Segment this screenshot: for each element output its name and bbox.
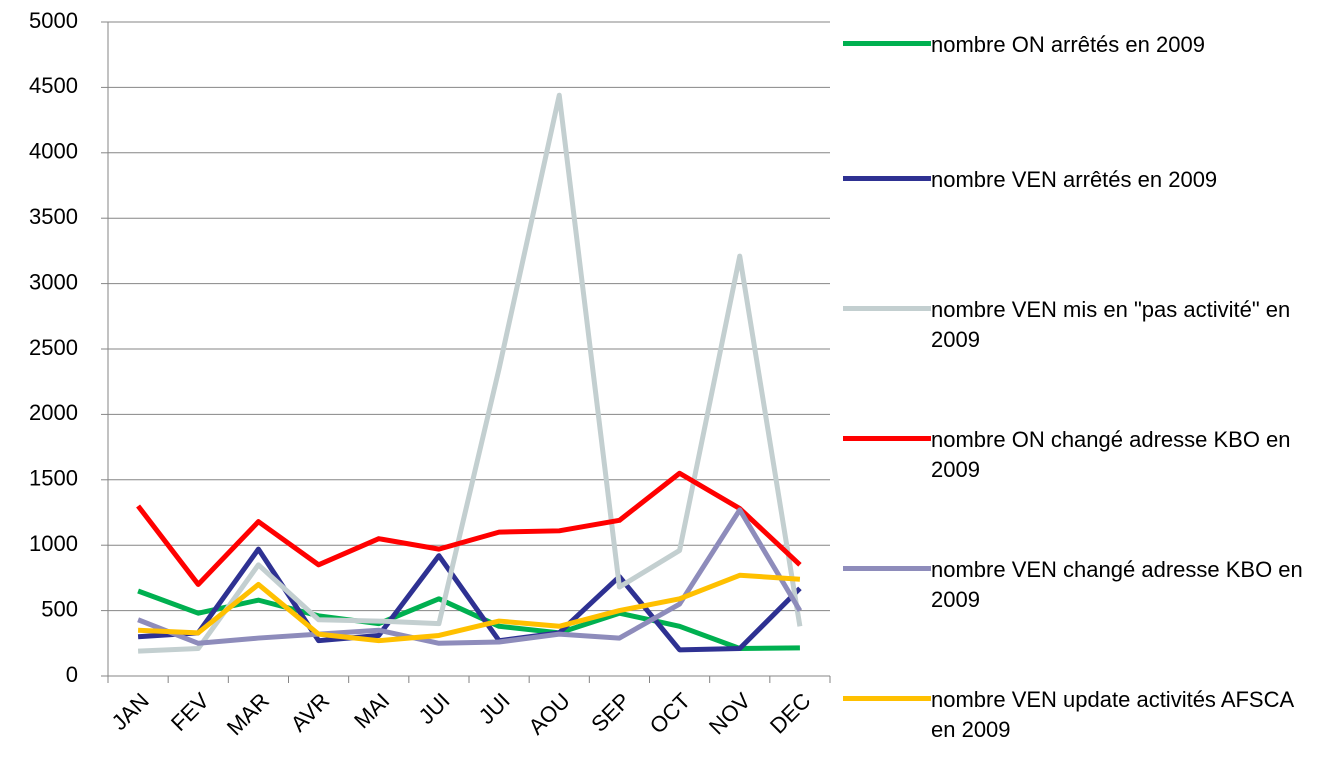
y-tick-label: 4000 (29, 139, 78, 164)
y-tick-label: 3000 (29, 269, 78, 294)
y-tick-label: 1000 (29, 531, 78, 556)
y-tick-label: 0 (66, 662, 78, 687)
x-tick-label: MAI (349, 688, 394, 733)
x-tick-label: JUI (474, 688, 515, 729)
y-tick-label: 3500 (29, 204, 78, 229)
legend-label: nombre VEN changé adresse KBO en 2009 (931, 557, 1303, 612)
legend-swatch (843, 436, 931, 441)
legend-label: nombre ON changé adresse KBO en 2009 (931, 427, 1291, 482)
series-line (136, 470, 802, 587)
legend-label: nombre ON arrêtés en 2009 (931, 32, 1205, 57)
x-tick-label: AOU (523, 688, 574, 739)
legend-entry: nombre ON arrêtés en 2009 (843, 30, 1313, 60)
x-tick-label: SEP (586, 688, 635, 737)
series-line (137, 546, 802, 653)
y-tick-label: 2000 (29, 400, 78, 425)
x-tick-label: NOV (704, 688, 756, 740)
legend-entry: nombre VEN mis en "pas activité" en 2009 (843, 295, 1313, 355)
x-tick-label: FEV (166, 688, 214, 736)
legend-entry: nombre VEN changé adresse KBO en 2009 (843, 555, 1313, 615)
legend-swatch (843, 306, 931, 311)
legend-label: nombre VEN mis en "pas activité" en 2009 (931, 297, 1291, 352)
y-tick-label: 4500 (29, 73, 78, 98)
series-line (137, 588, 800, 652)
legend-swatch (843, 696, 931, 701)
x-tick-label: MAR (222, 688, 274, 740)
series-line (137, 572, 801, 644)
y-tick-label: 5000 (29, 8, 78, 33)
legend-swatch (843, 41, 931, 46)
legend-entry: nombre VEN update activités AFSCA en 200… (843, 685, 1313, 745)
y-tick-label: 1500 (29, 466, 78, 491)
legend-swatch (843, 176, 931, 181)
legend-entry: nombre ON changé adresse KBO en 2009 (843, 425, 1313, 485)
series-line (137, 507, 803, 646)
legend-entry: nombre VEN arrêtés en 2009 (843, 165, 1313, 195)
x-tick-label: OCT (645, 688, 696, 739)
legend-label: nombre VEN arrêtés en 2009 (931, 167, 1218, 192)
legend-swatch (843, 566, 931, 571)
chart: 0 500 1000 1500 2000 2500 3000 3500 4000 4500 5000… (29, 8, 831, 740)
x-tick-label: AVR (286, 688, 335, 737)
series-line (137, 92, 803, 654)
x-tick-label: JUI (414, 688, 455, 729)
x-tick-label: DEC (765, 688, 816, 739)
x-tick-label: JAN (107, 688, 154, 735)
legend-label: nombre VEN update activités AFSCA en 200… (931, 687, 1293, 742)
y-tick-label: 2500 (29, 335, 78, 360)
y-tick-label: 500 (41, 596, 78, 621)
